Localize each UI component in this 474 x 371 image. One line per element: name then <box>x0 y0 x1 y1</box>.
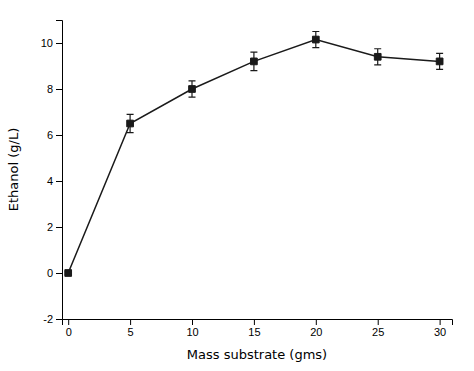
error-bar <box>189 81 196 97</box>
y-tick: -2 <box>43 313 62 325</box>
y-tick: 4 <box>47 175 62 187</box>
marker <box>65 270 72 277</box>
line <box>68 40 439 273</box>
error-bar <box>250 52 257 70</box>
x-tick-mark <box>254 319 255 325</box>
x-tick-mark <box>130 319 131 325</box>
error-bar <box>374 49 381 65</box>
x-tick-mark <box>192 319 193 325</box>
marker <box>312 36 319 43</box>
y-tick-label: 10 <box>41 37 53 49</box>
y-tick: 8 <box>47 83 62 95</box>
marks <box>65 32 443 277</box>
error-bar <box>127 114 134 132</box>
y-tick-mark <box>56 273 62 274</box>
x-tick-mark <box>68 319 69 325</box>
x-tick-mark <box>378 319 379 325</box>
y-axis-line <box>56 21 63 320</box>
x-tick-label: 0 <box>66 326 72 338</box>
y-tick: 6 <box>47 129 62 141</box>
y-tick-mark <box>56 227 62 228</box>
x-axis-line <box>63 320 453 326</box>
x-axis: 0 5 10 15 20 25 30 <box>63 319 453 338</box>
plot: 0 5 10 15 20 25 30 -2 0 2 4 6 8 10 Mass substrate (gms… <box>6 21 453 363</box>
error-bar <box>312 32 319 48</box>
error-bar <box>436 53 443 69</box>
x-tick-mark <box>440 319 441 325</box>
x-tick-label: 10 <box>186 326 198 338</box>
x-tick-label: 5 <box>128 326 134 338</box>
x-tick-label: 25 <box>372 326 384 338</box>
x-tick-label: 20 <box>310 326 322 338</box>
x-tick: 10 <box>186 319 198 338</box>
y-axis: -2 0 2 4 6 8 10 <box>41 21 63 326</box>
y-tick-mark <box>56 319 62 320</box>
x-tick-label: 30 <box>434 326 446 338</box>
y-tick-mark <box>56 43 62 44</box>
x-tick: 0 <box>66 319 72 338</box>
y-tick-label: 2 <box>47 221 53 233</box>
y-tick-mark <box>56 135 62 136</box>
marker <box>127 120 134 127</box>
x-tick-label: 15 <box>248 326 260 338</box>
y-tick-label: 8 <box>47 83 53 95</box>
x-tick: 30 <box>434 319 446 338</box>
marker <box>436 58 443 65</box>
x-tick: 5 <box>128 319 134 338</box>
marker <box>374 53 381 60</box>
y-tick: 2 <box>47 221 62 233</box>
marker <box>251 58 258 65</box>
x-tick: 20 <box>310 319 322 338</box>
x-axis-title: Mass substrate (gms) <box>187 347 327 362</box>
y-tick: 10 <box>41 37 62 49</box>
y-tick-label: 0 <box>47 267 53 279</box>
y-tick-label: -2 <box>43 313 53 325</box>
x-tick-mark <box>316 319 317 325</box>
x-tick: 25 <box>372 319 384 338</box>
y-axis-title: Ethanol (g/L) <box>6 128 21 211</box>
y-tick-mark <box>56 89 62 90</box>
y-tick-mark <box>56 181 62 182</box>
chart: 0 5 10 15 20 25 30 -2 0 2 4 6 8 10 Mass substrate (gms… <box>0 0 474 371</box>
y-tick-label: 4 <box>47 175 53 187</box>
y-tick-label: 6 <box>47 129 53 141</box>
x-tick: 15 <box>248 319 260 338</box>
marker <box>189 86 196 93</box>
y-tick: 0 <box>47 267 62 279</box>
